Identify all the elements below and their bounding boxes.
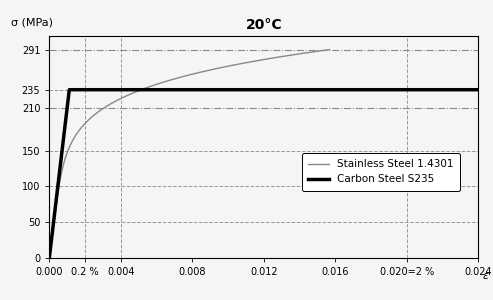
Title: 20°C: 20°C — [246, 18, 282, 32]
Text: σ (MPa): σ (MPa) — [11, 17, 53, 27]
Text: ε: ε — [483, 271, 489, 281]
Legend: Stainless Steel 1.4301, Carbon Steel S235: Stainless Steel 1.4301, Carbon Steel S23… — [302, 153, 460, 190]
